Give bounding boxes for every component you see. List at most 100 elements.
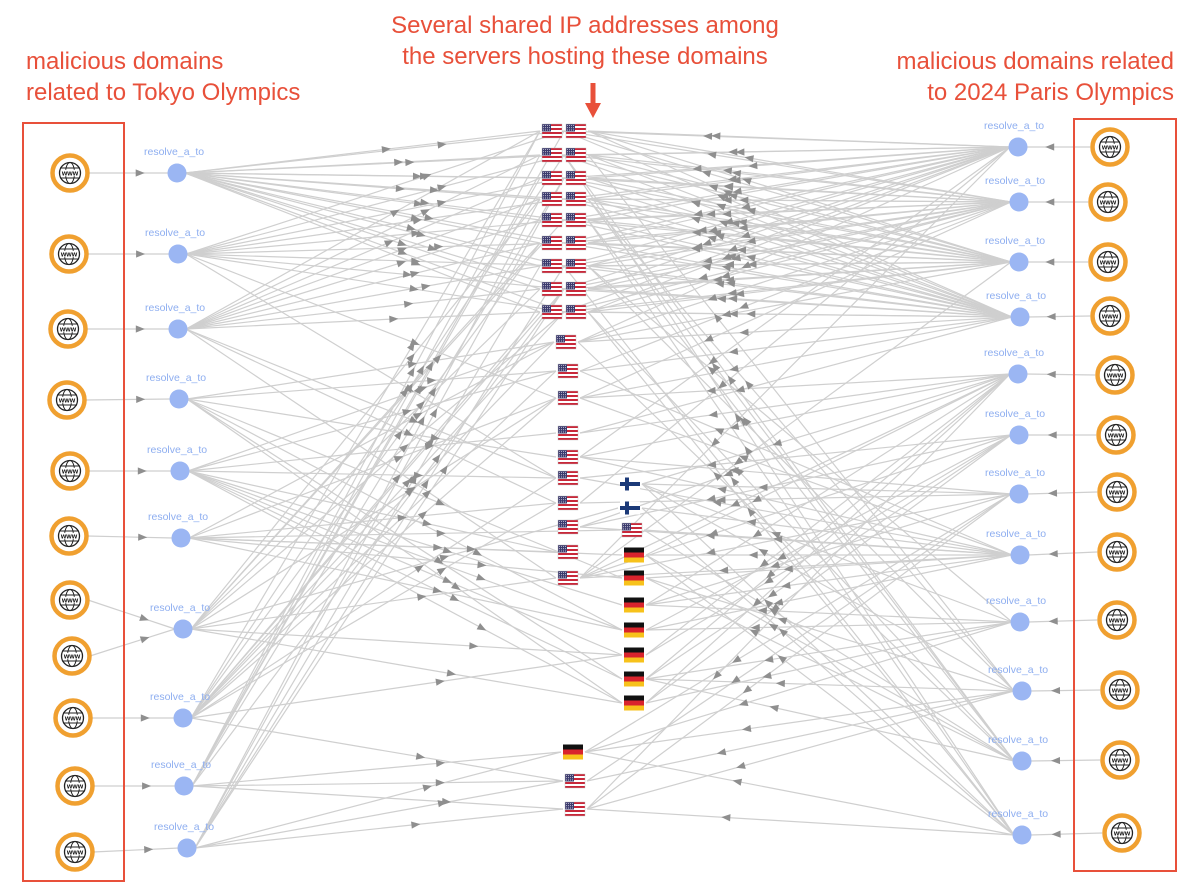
resolver-node[interactable] [1012, 825, 1032, 845]
us-flag-icon[interactable] [541, 147, 563, 163]
resolver-node[interactable] [173, 708, 193, 728]
de-flag-icon[interactable] [624, 695, 644, 711]
us-flag-icon[interactable] [621, 522, 643, 538]
www-domain-icon[interactable]: www [1088, 242, 1128, 282]
resolver-node[interactable] [168, 244, 188, 264]
us-flag-icon[interactable] [565, 235, 587, 251]
de-flag-icon[interactable] [624, 597, 644, 613]
resolver-node[interactable] [168, 319, 188, 339]
resolve-edge [641, 507, 1015, 836]
de-flag-icon[interactable] [624, 547, 644, 563]
www-domain-icon[interactable]: www [55, 832, 95, 872]
resolve-edge [645, 434, 1012, 656]
us-flag-icon[interactable] [541, 235, 563, 251]
us-flag-icon[interactable] [541, 304, 563, 320]
us-flag-icon[interactable] [565, 191, 587, 207]
us-flag-icon[interactable] [557, 470, 579, 486]
resolve-edge [185, 177, 541, 330]
resolver-node[interactable] [174, 776, 194, 796]
resolver-node[interactable] [1008, 137, 1028, 157]
www-domain-icon[interactable]: www [1095, 355, 1135, 395]
resolve-edge [190, 130, 541, 719]
resolver-node[interactable] [1012, 751, 1032, 771]
resolver-node[interactable] [1009, 484, 1029, 504]
www-domain-icon[interactable]: www [47, 380, 87, 420]
www-domain-icon[interactable]: www [55, 766, 95, 806]
edge-arrowhead [449, 593, 460, 601]
de-flag-icon[interactable] [624, 647, 644, 663]
www-domain-icon[interactable]: www [52, 636, 92, 676]
resolver-node[interactable] [173, 619, 193, 639]
resolver-node[interactable] [1010, 307, 1030, 327]
us-flag-icon[interactable] [565, 123, 587, 139]
resolver-node[interactable] [1009, 192, 1029, 212]
www-domain-icon[interactable]: www [1100, 740, 1140, 780]
resolve-edge [185, 288, 541, 330]
edge-arrowhead [713, 472, 723, 481]
resolve-edge [185, 253, 557, 479]
resolver-node[interactable] [1009, 425, 1029, 445]
edge-arrowhead [404, 383, 413, 393]
de-flag-icon[interactable] [563, 744, 583, 760]
us-flag-icon[interactable] [557, 544, 579, 560]
resolver-node[interactable] [1009, 252, 1029, 272]
de-flag-icon[interactable] [624, 622, 644, 638]
us-flag-icon[interactable] [541, 281, 563, 297]
resolver-node[interactable] [1008, 364, 1028, 384]
www-domain-icon[interactable]: www [1088, 182, 1128, 222]
us-flag-icon[interactable] [557, 495, 579, 511]
us-flag-icon[interactable] [541, 123, 563, 139]
us-flag-icon[interactable] [565, 281, 587, 297]
www-domain-icon[interactable]: www [1100, 670, 1140, 710]
us-flag-icon[interactable] [541, 258, 563, 274]
us-flag-icon[interactable] [541, 170, 563, 186]
www-domain-icon[interactable]: www [1090, 296, 1130, 336]
us-flag-icon[interactable] [557, 449, 579, 465]
us-flag-icon[interactable] [557, 390, 579, 406]
us-flag-icon[interactable] [557, 519, 579, 535]
us-flag-icon[interactable] [564, 773, 586, 789]
svg-text:www: www [60, 251, 78, 258]
de-flag-icon[interactable] [624, 671, 644, 687]
edge-arrowhead [705, 532, 715, 540]
resolver-node[interactable] [171, 528, 191, 548]
edge-arrowhead [420, 198, 430, 206]
us-flag-icon[interactable] [564, 801, 586, 817]
us-flag-icon[interactable] [557, 570, 579, 586]
www-domain-icon[interactable]: www [48, 309, 88, 349]
www-domain-icon[interactable]: www [50, 580, 90, 620]
us-flag-icon[interactable] [541, 191, 563, 207]
us-flag-icon[interactable] [541, 212, 563, 228]
us-flag-icon[interactable] [555, 334, 577, 350]
resolver-node[interactable] [1010, 612, 1030, 632]
us-flag-icon[interactable] [557, 363, 579, 379]
www-domain-icon[interactable]: www [49, 234, 89, 274]
resolver-node[interactable] [177, 838, 197, 858]
www-domain-icon[interactable]: www [50, 451, 90, 491]
us-flag-icon[interactable] [565, 212, 587, 228]
us-flag-icon[interactable] [565, 170, 587, 186]
resolver-node[interactable] [170, 461, 190, 481]
www-domain-icon[interactable]: www [49, 516, 89, 556]
www-domain-icon[interactable]: www [50, 153, 90, 193]
resolver-node[interactable] [169, 389, 189, 409]
www-domain-icon[interactable]: www [53, 698, 93, 738]
us-flag-icon[interactable] [557, 425, 579, 441]
us-flag-icon[interactable] [565, 147, 587, 163]
de-flag-icon[interactable] [624, 570, 644, 586]
resolver-node[interactable] [1010, 545, 1030, 565]
fi-flag-icon[interactable] [620, 477, 640, 491]
us-flag-icon[interactable] [565, 258, 587, 274]
edge-arrowhead [415, 401, 425, 411]
www-domain-icon[interactable]: www [1097, 532, 1137, 572]
resolver-node[interactable] [1012, 681, 1032, 701]
resolve-edge [1027, 551, 1098, 556]
www-domain-icon[interactable]: www [1097, 600, 1137, 640]
www-domain-icon[interactable]: www [1096, 415, 1136, 455]
www-domain-icon[interactable]: www [1090, 127, 1130, 167]
www-domain-icon[interactable]: www [1102, 813, 1142, 853]
www-domain-icon[interactable]: www [1097, 472, 1137, 512]
resolver-node[interactable] [167, 163, 187, 183]
fi-flag-icon[interactable] [620, 501, 640, 515]
us-flag-icon[interactable] [565, 304, 587, 320]
